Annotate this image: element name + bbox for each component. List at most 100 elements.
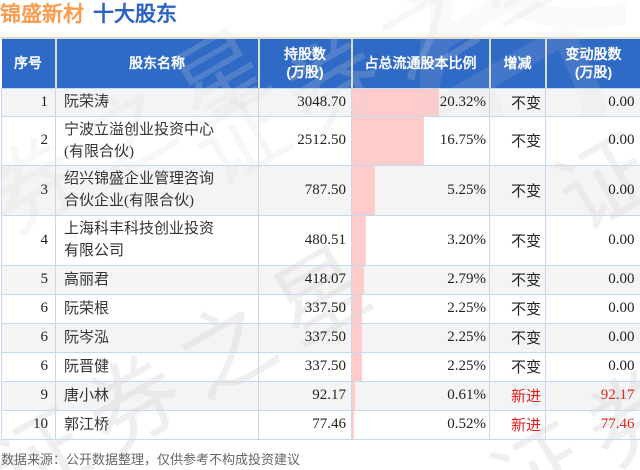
change-shares-cell: 77.46 [545,409,640,440]
shares-held-cell: 3048.70 [258,87,352,117]
col-header-rank-label: 序号 [14,55,42,72]
shareholder-row: 6 阮晋健 337.50 2.25% 不变 0.00 [1,351,640,382]
col-header-percent: 占总流通股本比例 [351,39,491,89]
shareholder-name-cell: 阮岑泓 [55,322,259,353]
shareholder-row: 6 阮荣根 337.50 2.25% 不变 0.00 [1,293,640,324]
shareholder-name-cell-value: 上海科丰科技创业投资 有限公司 [64,221,215,259]
change-shares-cell: 0.00 [545,293,640,324]
shareholder-row: 6 阮岑泓 337.50 2.25% 不变 0.00 [1,322,640,353]
change-cell: 不变 [489,87,546,117]
rank-cell: 6 [1,351,56,382]
rank-cell: 3 [1,164,56,216]
col-header-change-shares: 变动股数 (万股) [545,39,640,89]
shares-held-cell: 787.50 [258,164,352,216]
rank-cell: 6 [1,293,56,324]
shares-held-cell: 77.46 [258,409,352,440]
change-cell: 不变 [489,351,546,382]
shareholder-name-cell: 绍兴锦盛企业管理咨询 合伙企业(有限合伙) [55,164,259,216]
change-shares-cell-value: 0.00 [608,329,635,345]
source-note-text: 数据来源：公开数据整理，仅供参考不构成投资建议 [1,452,301,467]
percent-cell-value: 2.25% [447,358,486,374]
col-header-change-label: 增减 [503,55,532,72]
change-shares-cell: 92.17 [545,380,640,411]
percent-cell-value: 2.79% [447,271,486,287]
shares-held-cell-value: 77.46 [312,416,346,432]
shares-held-cell-value: 480.51 [304,231,346,248]
rank-cell: 6 [1,322,56,353]
title-section: 十大股东 [93,3,177,26]
col-header-percent-label: 占总流通股本比例 [364,55,477,72]
shares-held-cell: 2512.50 [258,115,352,166]
col-header-shares-label: 持股数 (万股) [284,45,326,81]
change-cell: 不变 [489,164,546,216]
rank-cell: 4 [1,214,56,266]
shares-held-cell-value: 2512.50 [297,132,346,148]
change-cell: 不变 [489,214,546,266]
change-shares-cell-value: 0.00 [608,132,635,148]
percent-bar [352,411,355,438]
percent-cell-value: 0.61% [447,387,486,403]
percent-cell-value: 0.52% [447,416,486,432]
change-shares-cell: 0.00 [545,87,640,117]
shares-held-cell-value: 92.17 [312,387,346,403]
change-shares-cell: 0.00 [545,214,640,266]
shareholder-name-cell: 宁波立溢创业投资中心 (有限合伙) [55,115,259,166]
rank-cell-value: 4 [40,231,49,248]
change-cell-value: 不变 [510,183,541,200]
shareholder-row: 10 郭江桥 77.46 0.52% 新进 77.46 [1,409,640,440]
percent-cell: 2.25% [351,351,490,382]
shares-held-cell: 337.50 [258,351,352,382]
change-shares-cell: 0.00 [545,351,640,382]
shareholder-name-cell-value: 宁波立溢创业投资中心 (有限合伙) [64,121,215,160]
change-shares-cell: 0.00 [545,264,640,295]
shareholders-table: 序号 股东名称 持股数 (万股) 占总流通股本比例 增减 变动股数 (万股) 1 阮荣… [1,39,640,440]
shareholder-name-cell-value: 郭江桥 [64,416,110,433]
percent-bar [352,89,440,115]
col-header-shares: 持股数 (万股) [258,39,353,89]
change-cell: 不变 [489,322,546,353]
rank-cell-value: 9 [40,387,49,403]
rank-cell: 5 [1,264,56,295]
change-cell-value: 不变 [510,302,541,318]
shareholder-name-cell-value: 绍兴锦盛企业管理咨询 合伙企业(有限合伙) [64,171,215,209]
change-cell-value: 新进 [510,418,541,434]
rank-cell-value: 6 [40,329,49,345]
rank-cell: 10 [1,409,56,440]
rank-cell-value: 10 [33,416,48,432]
change-shares-cell: 0.00 [545,115,640,166]
shareholder-row: 3 绍兴锦盛企业管理咨询 合伙企业(有限合伙) 787.50 5.25% 不变 0.00 [1,164,640,216]
percent-cell: 3.20% [351,214,490,266]
shareholder-row: 9 唐小林 92.17 0.61% 新进 92.17 [1,380,640,411]
percent-bar [352,117,424,164]
shares-held-cell-value: 337.50 [304,329,346,345]
percent-bar [352,324,362,351]
shareholder-row: 5 高丽君 418.07 2.79% 不变 0.00 [1,264,640,295]
header-row: 序号 股东名称 持股数 (万股) 占总流通股本比例 增减 变动股数 (万股) [1,39,640,89]
shareholder-name-cell-value: 阮荣根 [64,300,110,317]
col-header-shares-line1: 持股数 [284,46,326,63]
change-cell: 新进 [489,380,546,411]
shareholder-name-cell: 阮荣根 [55,293,259,324]
shares-held-cell: 337.50 [258,293,352,324]
percent-cell-value: 16.75% [439,132,486,148]
percent-bar [352,266,364,293]
percent-cell: 20.32% [351,87,490,117]
percent-cell-value: 2.25% [447,300,486,316]
change-shares-cell-value: 92.17 [600,387,635,403]
change-cell-value: 不变 [510,273,541,289]
percent-bar [352,216,366,264]
shareholder-name-cell-value: 唐小林 [64,387,110,404]
percent-cell-value: 3.20% [447,231,486,248]
change-cell-value: 不变 [510,360,541,376]
change-shares-cell: 0.00 [545,322,640,353]
shares-held-cell-value: 787.50 [304,181,346,198]
shareholder-row: 4 上海科丰科技创业投资 有限公司 480.51 3.20% 不变 0.00 [1,214,640,266]
shareholder-name-cell: 唐小林 [55,380,259,411]
percent-bar [352,382,355,409]
shareholder-name-cell: 高丽君 [55,264,259,295]
col-header-name: 股东名称 [55,39,260,89]
change-cell: 不变 [489,264,546,295]
shares-held-cell-value: 418.07 [304,271,346,287]
shareholder-name-cell: 郭江桥 [55,409,259,440]
percent-cell-value: 20.32% [439,93,486,110]
